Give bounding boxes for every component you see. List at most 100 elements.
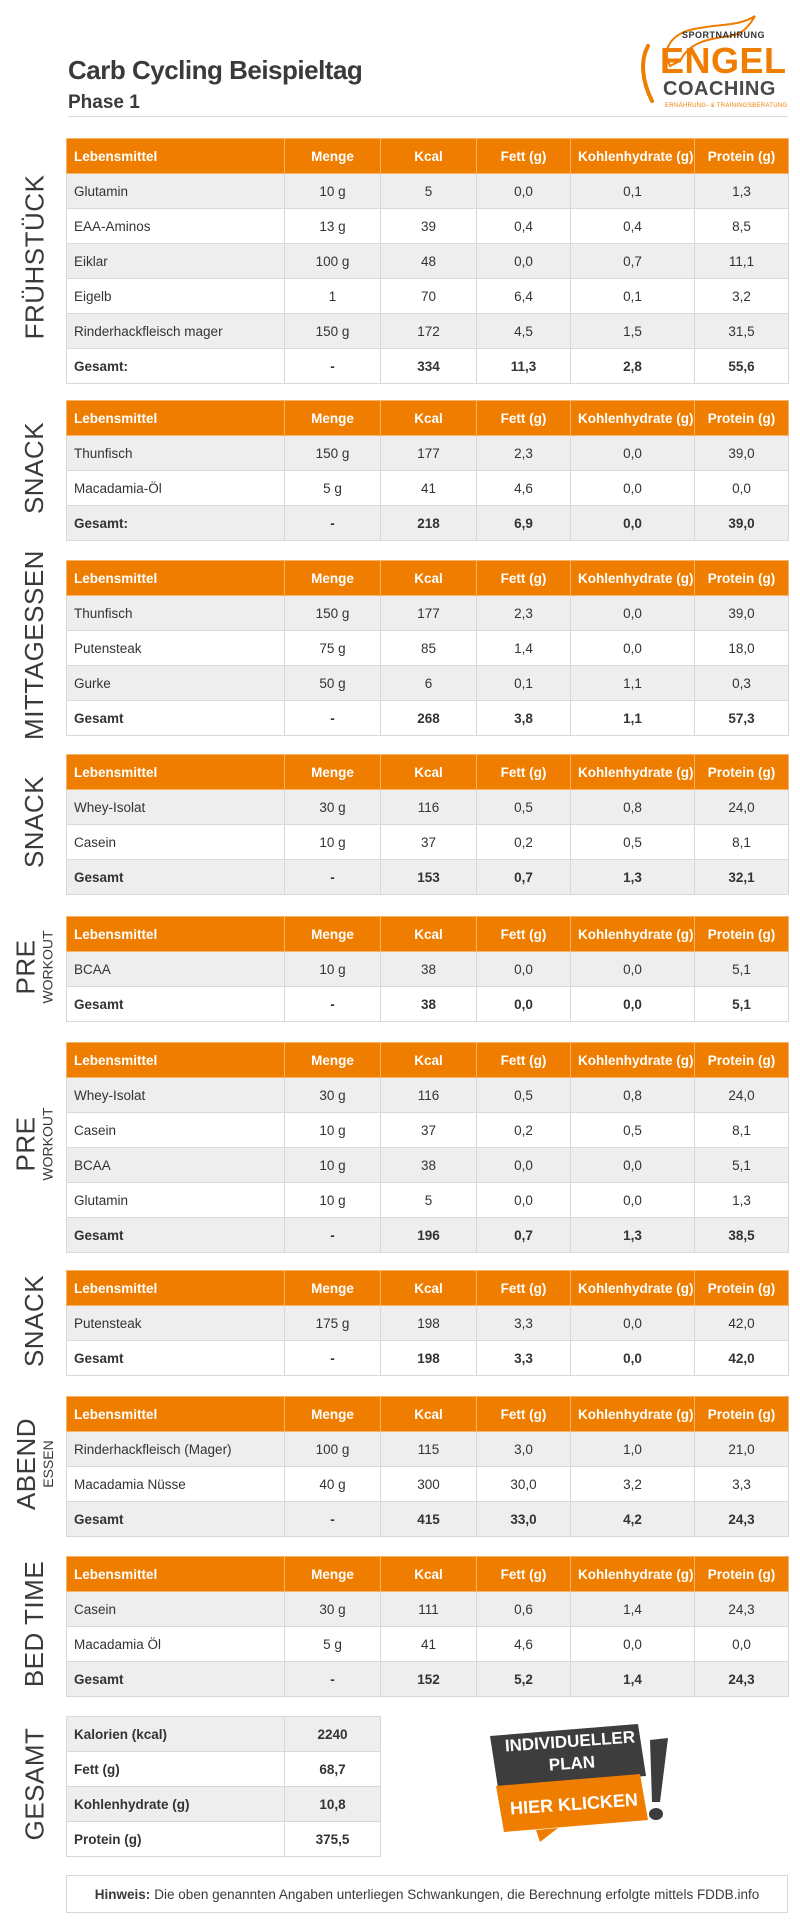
table-cell: 0,0 [476,243,571,279]
table-cell: Rinderhackfleisch (Mager) [66,1431,285,1467]
summary-table: Kalorien (kcal) 2240 Fett (g) 68,7 Kohlenhyd… [66,1716,381,1857]
table-cell: 0,2 [476,824,571,860]
table-cell: 0,0 [570,630,695,666]
table-row: Macadamia Öl 5 g 41 4,6 0,0 0,0 [66,1626,789,1662]
table-row: Rinderhackfleisch mager 150 g 172 4,5 1,5 31,… [66,313,789,349]
column-header: Protein (g) [694,1396,789,1432]
table-cell: 0,1 [476,665,571,701]
total-cell: 38,5 [694,1217,789,1253]
exclamation-icon [650,1738,668,1802]
table-cell: 100 g [284,243,381,279]
table-cell: Gurke [66,665,285,701]
column-header: Menge [284,138,381,174]
column-header: Kohlenhydrate (g) [570,400,695,436]
table-row: Casein 10 g 37 0,2 0,5 8,1 [66,824,789,860]
table-cell: 116 [380,1077,477,1113]
total-row: Gesamt -152 5,2 1,4 24,3 [66,1661,789,1697]
table-cell: 38 [380,951,477,987]
column-header: Lebensmittel [66,1270,285,1306]
column-header: Menge [284,560,381,596]
table-row: Whey-Isolat 30 g 116 0,5 0,8 24,0 [66,1077,789,1113]
table-cell: 0,0 [694,1626,789,1662]
table-cell: 48 [380,243,477,279]
total-cell: 218 [380,505,477,541]
column-header: Menge [284,1042,381,1078]
column-header: Menge [284,400,381,436]
table-cell: 24,3 [694,1591,789,1627]
table-cell: 175 g [284,1305,381,1341]
logo-sub-text: ERNÄHRUNG- & TRAININGSBERATUNG [665,103,788,109]
total-cell: Gesamt [66,986,285,1022]
section-title: MITTAGESSEN [19,550,49,740]
column-header: Fett (g) [476,400,571,436]
table-cell: 177 [380,435,477,471]
section-title: PRE [11,1116,42,1172]
total-cell: 268 [380,700,477,736]
column-header: Protein (g) [694,916,789,952]
table-cell: 1,5 [570,313,695,349]
table-cell: 1,0 [570,1431,695,1467]
total-cell: 33,0 [476,1501,571,1537]
table-row: BCAA 10 g 38 0,0 0,0 5,1 [66,951,789,987]
table-cell: Glutamin [66,173,285,209]
column-header: Kcal [380,138,477,174]
total-cell: 55,6 [694,348,789,384]
column-header: Lebensmittel [66,560,285,596]
table-cell: 0,6 [476,1591,571,1627]
column-header: Protein (g) [694,400,789,436]
table-cell: 10 g [284,824,381,860]
table-header-row: Lebensmittel Menge Kcal Fett (g) Kohlenhydra… [66,1396,789,1432]
total-cell: 1,4 [570,1661,695,1697]
table-cell: 0,0 [570,1626,695,1662]
section-label: SNACK [0,1270,68,1372]
meal-table: Lebensmittel Menge Kcal Fett (g) Kohlenhydra… [66,754,789,895]
summary-title: GESAMT [19,1727,50,1841]
table-cell: 150 g [284,435,381,471]
individual-plan-cta[interactable]: INDIVIDUELLER PLAN HIER KLICKEN [488,1722,678,1842]
column-header: Lebensmittel [66,754,285,790]
total-cell: 32,1 [694,859,789,895]
meal-table: Lebensmittel Menge Kcal Fett (g) Kohlenhydra… [66,560,789,736]
table-cell: Rinderhackfleisch mager [66,313,285,349]
table-cell: 10 g [284,1182,381,1218]
table-cell: 4,5 [476,313,571,349]
table-cell: 4,6 [476,470,571,506]
table-cell: 150 g [284,595,381,631]
table-cell: 115 [380,1431,477,1467]
column-header: Lebensmittel [66,138,285,174]
table-cell: Thunfisch [66,435,285,471]
table-cell: 37 [380,824,477,860]
table-cell: 0,0 [476,1182,571,1218]
logo-engel-text: ENGEL [660,40,787,81]
table-cell: 41 [380,470,477,506]
table-cell: 10 g [284,1147,381,1183]
table-cell: Casein [66,1112,285,1148]
table-cell: 0,2 [476,1112,571,1148]
meal-table: Lebensmittel Menge Kcal Fett (g) Kohlenhydra… [66,1042,789,1253]
total-cell: 198 [380,1340,477,1376]
table-row: Rinderhackfleisch (Mager) 100 g 115 3,0 1,0 2… [66,1431,789,1467]
table-row: Putensteak 75 g 85 1,4 0,0 18,0 [66,630,789,666]
total-row: Gesamt: -334 11,3 2,8 55,6 [66,348,789,384]
meal-table: Lebensmittel Menge Kcal Fett (g) Kohlenhydra… [66,1270,789,1376]
table-cell: Casein [66,1591,285,1627]
hint-note: Hinweis: Die oben genannten Angaben unte… [66,1875,788,1913]
table-cell: 8,5 [694,208,789,244]
column-header: Fett (g) [476,560,571,596]
table-row: BCAA 10 g 38 0,0 0,0 5,1 [66,1147,789,1183]
table-cell: 13 g [284,208,381,244]
table-cell: Thunfisch [66,595,285,631]
total-cell: Gesamt [66,1661,285,1697]
column-header: Fett (g) [476,1042,571,1078]
section-title: FRÜHSTÜCK [19,174,49,340]
table-cell: 0,4 [476,208,571,244]
column-header: Lebensmittel [66,1396,285,1432]
table-cell: 0,0 [476,1147,571,1183]
table-cell: 24,0 [694,1077,789,1113]
total-cell: 39,0 [694,505,789,541]
page-title: Carb Cycling Beispieltag [68,55,363,85]
total-cell: 152 [380,1661,477,1697]
summary-row: Kohlenhydrate (g) 10,8 [66,1786,381,1822]
total-row: Gesamt -198 3,3 0,0 42,0 [66,1340,789,1376]
table-cell: 116 [380,789,477,825]
